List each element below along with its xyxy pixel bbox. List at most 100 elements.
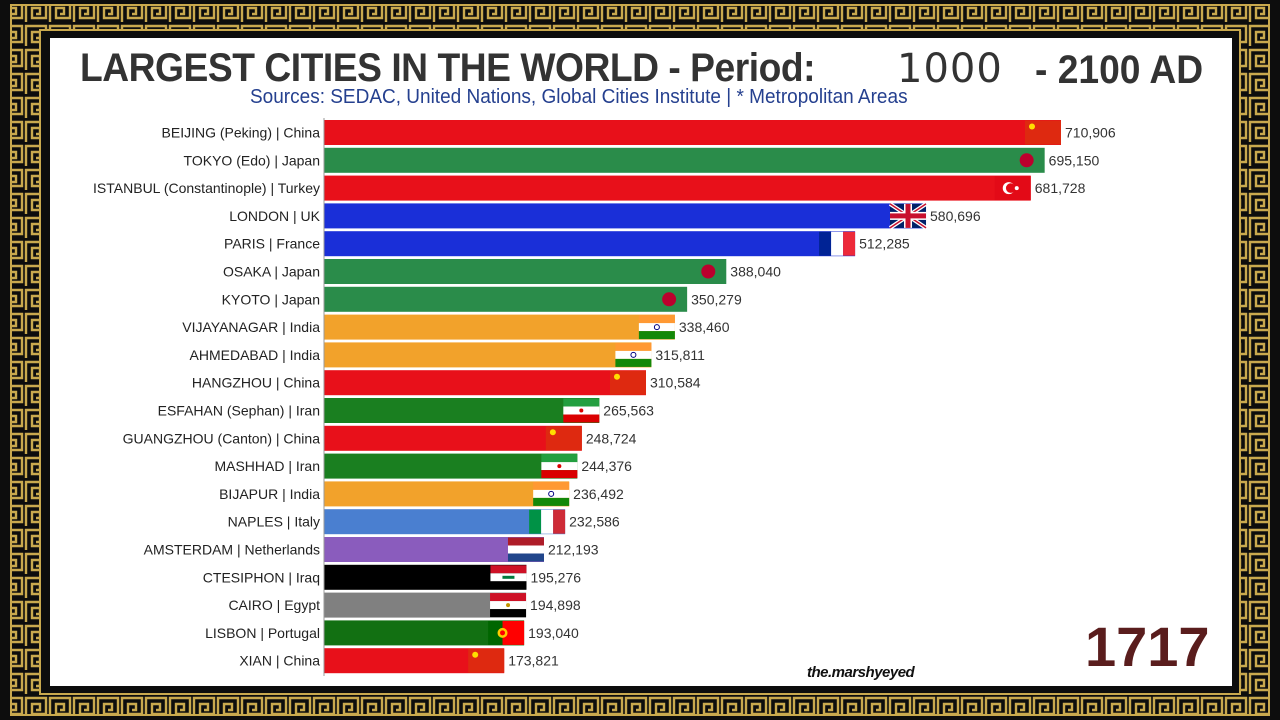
flag-icon — [533, 481, 570, 506]
bar — [324, 370, 646, 396]
category-label: TOKYO (Edo) | Japan — [184, 152, 320, 168]
bar-group: HANGZHOU | China 310,584 — [192, 370, 701, 396]
bar-group: AMSTERDAM | Netherlands 212,193 — [144, 537, 599, 562]
category-label: AHMEDABAD | India — [190, 347, 321, 363]
value-label: 310,584 — [650, 375, 701, 391]
value-label: 710,906 — [1065, 125, 1116, 141]
value-label: 315,811 — [655, 347, 705, 363]
bar — [324, 231, 856, 257]
flag-icon — [615, 342, 652, 367]
bar — [324, 314, 675, 340]
flag-icon — [1019, 153, 1034, 168]
bar-group: AHMEDABAD | India 315,811 — [190, 342, 705, 368]
flag-icon — [541, 454, 578, 479]
value-label: 338,460 — [679, 319, 730, 335]
bar — [324, 509, 566, 535]
value-label: 695,150 — [1049, 152, 1100, 168]
category-label: LONDON | UK — [229, 208, 320, 224]
value-label: 580,696 — [930, 208, 981, 224]
value-label: 248,724 — [586, 430, 637, 446]
bar — [324, 453, 578, 479]
category-label: GUANGZHOU (Canton) | China — [123, 430, 321, 446]
flag-icon — [468, 648, 505, 673]
flag-icon — [819, 231, 856, 256]
bar — [324, 175, 1031, 201]
bar — [324, 537, 544, 562]
category-label: KYOTO | Japan — [222, 291, 320, 307]
category-label: BEIJING (Peking) | China — [162, 125, 321, 141]
bar-group: LONDON | UK 580,696 — [229, 202, 981, 230]
bar-group: PARIS | France 512,285 — [224, 231, 910, 257]
bar-group: KYOTO | Japan 350,279 — [222, 286, 742, 312]
flag-icon — [488, 620, 525, 645]
category-label: CAIRO | Egypt — [228, 597, 320, 613]
period-year: 1717 — [1085, 615, 1210, 678]
bar — [324, 398, 600, 423]
flag-icon — [701, 264, 716, 279]
category-label: OSAKA | Japan — [223, 264, 320, 280]
category-label: HANGZHOU | China — [192, 375, 320, 391]
category-label: LISBON | Portugal — [205, 625, 320, 641]
bar — [324, 342, 652, 368]
bar — [324, 259, 727, 284]
subtitle: Sources: SEDAC, United Nations, Global C… — [250, 86, 908, 108]
title-main: LARGEST CITIES IN THE WORLD - Period: — [80, 46, 816, 90]
flag-icon — [1025, 120, 1061, 145]
bar-group: BEIJING (Peking) | China 710,906 — [162, 120, 1116, 145]
value-label: 265,563 — [603, 403, 654, 419]
value-label: 195,276 — [530, 569, 581, 585]
bar — [324, 286, 688, 312]
bar-group: TOKYO (Edo) | Japan 695,150 — [184, 147, 1100, 173]
title-year: 1000 — [897, 46, 1003, 92]
category-label: PARIS | France — [224, 236, 320, 252]
bar-chart: BEIJING (Peking) | China 710,906 TOKYO (Ed… — [93, 118, 1116, 676]
bar — [324, 203, 927, 229]
bar — [324, 147, 1045, 173]
category-label: ISTANBUL (Constantinople) | Turkey — [93, 180, 320, 196]
category-label: MASHHAD | Iran — [214, 458, 320, 474]
bar — [324, 120, 1061, 145]
value-label: 194,898 — [530, 597, 581, 613]
category-label: AMSTERDAM | Netherlands — [144, 542, 320, 558]
bar-group: ESFAHAN (Sephan) | Iran 265,563 — [158, 398, 654, 423]
category-label: VIJAYANAGAR | India — [182, 319, 320, 335]
category-label: CTESIPHON | Iraq — [203, 569, 320, 585]
flag-icon — [490, 565, 527, 590]
value-label: 232,586 — [569, 514, 620, 530]
value-label: 212,193 — [548, 542, 599, 558]
flag-icon — [529, 509, 566, 534]
value-label: 244,376 — [581, 458, 632, 474]
category-label: XIAN | China — [239, 653, 320, 669]
bar-group: XIAN | China 173,821 — [239, 648, 559, 674]
watermark: the.marshyeyed — [807, 664, 915, 681]
bar-group: LISBON | Portugal 193,040 — [205, 620, 579, 646]
bar-group: ISTANBUL (Constantinople) | Turkey 681,72… — [93, 175, 1086, 201]
category-label: BIJAPUR | India — [219, 486, 320, 502]
bar-group: NAPLES | Italy 232,586 — [228, 509, 620, 535]
bar-group: CAIRO | Egypt 194,898 — [228, 592, 581, 618]
bar-group: GUANGZHOU (Canton) | China 248,724 — [123, 425, 637, 451]
bar — [324, 425, 582, 451]
value-label: 388,040 — [730, 264, 781, 280]
chart-panel: LARGEST CITIES IN THE WORLD - Period: 10… — [50, 38, 1232, 686]
flag-icon — [545, 426, 582, 451]
value-label: 236,492 — [573, 486, 624, 502]
value-label: 193,040 — [528, 625, 579, 641]
title-end: - 2100 AD — [1035, 48, 1204, 92]
value-label: 350,279 — [691, 291, 742, 307]
bar-group: OSAKA | Japan 388,040 — [223, 259, 781, 284]
value-label: 173,821 — [508, 653, 559, 669]
flag-icon — [638, 315, 675, 340]
flag-icon — [662, 292, 677, 307]
bar-group: CTESIPHON | Iraq 195,276 — [203, 564, 581, 590]
category-label: NAPLES | Italy — [228, 514, 320, 530]
bar — [324, 481, 570, 507]
chart-title: LARGEST CITIES IN THE WORLD - Period: 10… — [80, 46, 1203, 92]
flag-icon — [507, 537, 544, 562]
bar-group: BIJAPUR | India 236,492 — [219, 481, 624, 507]
flag-icon — [994, 176, 1031, 201]
value-label: 512,285 — [859, 236, 910, 252]
flag-icon — [490, 593, 527, 618]
value-label: 681,728 — [1035, 180, 1086, 196]
flag-icon — [563, 398, 600, 423]
